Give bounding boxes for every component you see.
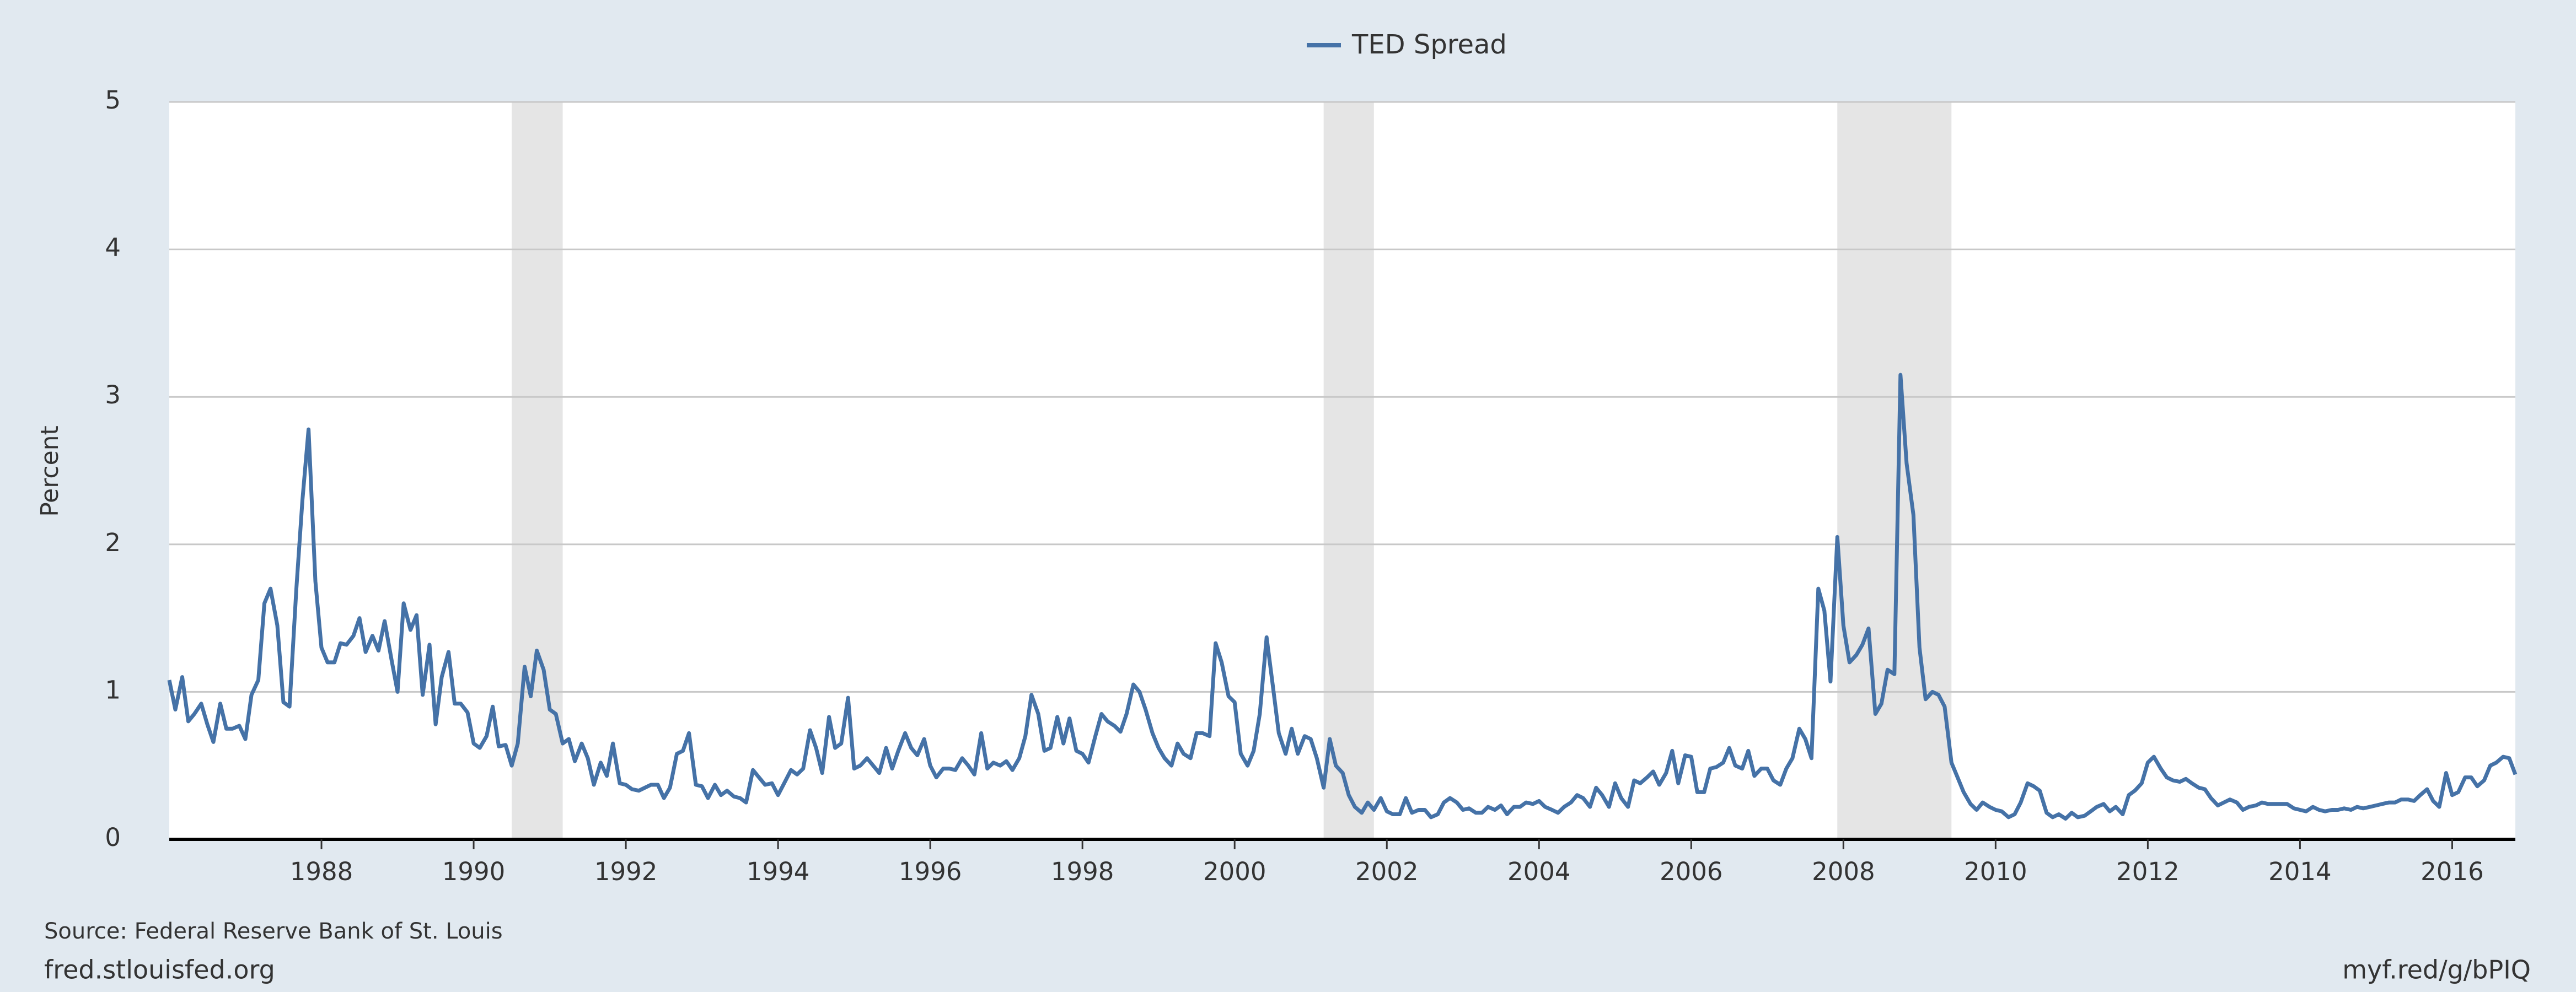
recessions: [512, 102, 1952, 839]
recession-band: [1837, 102, 1952, 839]
site: fred.stlouisfed.org: [44, 955, 275, 985]
x-tick-label: 2008: [1812, 857, 1875, 886]
x-tick-label: 1996: [899, 857, 962, 886]
x-tick-label: 2014: [2268, 857, 2332, 886]
y-tick-label: 5: [105, 85, 121, 115]
y-tick-label: 2: [105, 528, 121, 557]
recession-band: [1323, 102, 1374, 839]
legend-label: TED Spread: [1351, 29, 1507, 60]
x-tick-label: 1994: [747, 857, 810, 886]
x-tick-label: 2000: [1203, 857, 1266, 886]
link: myf.red/g/bPIQ: [2342, 955, 2531, 985]
y-tick-label: 3: [105, 380, 121, 409]
x-tick-label: 1992: [594, 857, 658, 886]
source: Source: Federal Reserve Bank of St. Loui…: [44, 919, 503, 944]
y-tick-label: 0: [105, 823, 121, 852]
x-tick-label: 2004: [1507, 857, 1571, 886]
y-tick-label: 1: [105, 675, 121, 704]
y-axis-label: Percent: [36, 425, 64, 517]
x-tick-label: 1990: [442, 857, 506, 886]
x-tick-label: 2016: [2421, 857, 2484, 886]
series-line: [167, 373, 2518, 821]
x-tick-label: 1998: [1051, 857, 1114, 886]
y-tick-label: 4: [105, 233, 121, 262]
series: [167, 373, 2518, 821]
x-tick-label: 2012: [2116, 857, 2180, 886]
x-tick-label: 2006: [1660, 857, 1723, 886]
x-tick-label: 1988: [290, 857, 353, 886]
x-tick-label: 2010: [1964, 857, 2027, 886]
x-tick-label: 2002: [1355, 857, 1419, 886]
